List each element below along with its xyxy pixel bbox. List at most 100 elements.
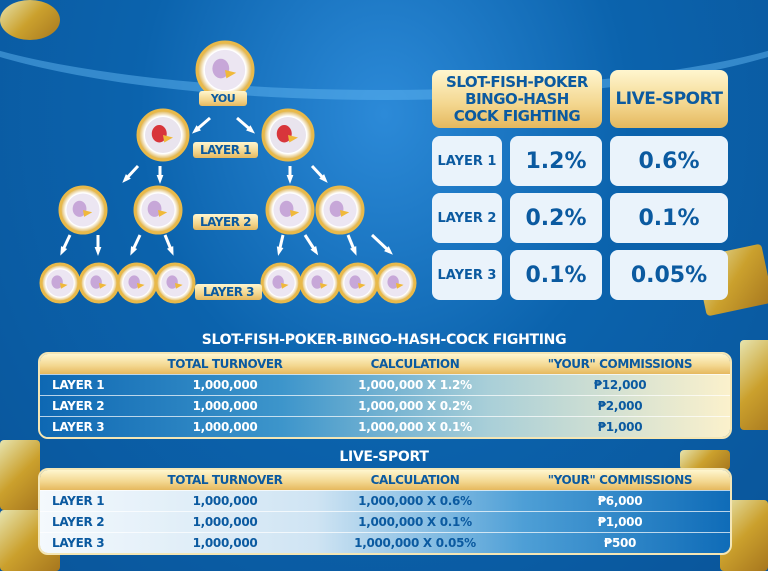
gold-coin-decoration bbox=[0, 0, 60, 40]
table-row: LAYER 2 1,000,000 1,000,000 X 0.2% ₱2,000 bbox=[40, 395, 730, 416]
cell-calculation: 1,000,000 X 0.1% bbox=[358, 420, 472, 434]
avatar-layer3-beak bbox=[175, 283, 183, 289]
rate-sport-value: 0.05% bbox=[610, 250, 728, 300]
cell-calculation: 1,000,000 X 1.2% bbox=[358, 378, 472, 392]
cell-layer: LAYER 1 bbox=[52, 378, 105, 392]
arrow-icon bbox=[286, 175, 294, 184]
table2-title: LIVE-SPORT bbox=[339, 449, 429, 465]
avatar-layer3-head bbox=[311, 275, 323, 289]
avatar-layer3-beak bbox=[60, 283, 68, 289]
layer-2-label: LAYER 2 bbox=[193, 214, 258, 230]
table-row: LAYER 2 1,000,000 1,000,000 X 0.1% ₱1,000 bbox=[40, 511, 730, 532]
cell-layer: LAYER 2 bbox=[52, 515, 105, 529]
table-row: LAYER 1 1,000,000 1,000,000 X 1.2% ₱12,000 bbox=[40, 374, 730, 395]
header-turnover: TOTAL TURNOVER bbox=[167, 473, 283, 487]
arrow-icon bbox=[156, 175, 164, 184]
avatar-layer1-head bbox=[276, 125, 292, 143]
cell-turnover: 1,000,000 bbox=[192, 378, 258, 392]
arrow-icon bbox=[166, 246, 174, 256]
arrow-icon bbox=[276, 246, 284, 256]
cell-turnover: 1,000,000 bbox=[192, 494, 258, 508]
avatar-layer2-beak bbox=[158, 210, 168, 217]
gold-coins-decoration bbox=[680, 450, 730, 470]
table-header: TOTAL TURNOVER CALCULATION "YOUR" COMMIS… bbox=[40, 354, 730, 374]
rate-layer-label: LAYER 3 bbox=[432, 250, 502, 300]
avatar-layer3-beak bbox=[396, 283, 404, 289]
you-label: YOU bbox=[199, 91, 247, 106]
cell-calculation: 1,000,000 X 0.6% bbox=[358, 494, 472, 508]
avatar-layer3-head bbox=[166, 275, 178, 289]
rate-sport-value: 0.1% bbox=[610, 193, 728, 243]
header-calculation: CALCULATION bbox=[370, 473, 460, 487]
arrow-icon bbox=[310, 246, 319, 256]
avatar-you-head bbox=[212, 58, 230, 79]
rate-header-slot: SLOT-FISH-POKER BINGO-HASH COCK FIGHTING bbox=[432, 70, 602, 128]
avatar-layer1-beak bbox=[163, 135, 173, 143]
commission-table-sport: TOTAL TURNOVER CALCULATION "YOUR" COMMIS… bbox=[38, 468, 732, 555]
table1-title: SLOT-FISH-POKER-BINGO-HASH-COCK FIGHTING bbox=[201, 332, 567, 348]
avatar-layer2-beak bbox=[340, 210, 350, 217]
avatar-layer3-beak bbox=[137, 283, 145, 289]
header-commissions: "YOUR" COMMISSIONS bbox=[547, 473, 693, 487]
commission-table-slot: TOTAL TURNOVER CALCULATION "YOUR" COMMIS… bbox=[38, 352, 732, 439]
arrow-icon bbox=[246, 125, 256, 134]
background-arc bbox=[0, 0, 768, 100]
gold-coins-decoration bbox=[0, 440, 40, 510]
avatar-layer2-head bbox=[329, 200, 344, 217]
cell-layer: LAYER 2 bbox=[52, 399, 105, 413]
arrow-icon bbox=[122, 174, 131, 183]
cell-layer: LAYER 3 bbox=[52, 536, 105, 550]
rate-sport-value: 0.6% bbox=[610, 136, 728, 186]
cell-commission: ₱6,000 bbox=[597, 494, 643, 508]
avatar-layer3-head bbox=[90, 275, 102, 289]
header-layer bbox=[40, 354, 130, 374]
avatar-layer2-head bbox=[72, 200, 87, 217]
avatar-layer3-beak bbox=[358, 283, 366, 289]
cell-commission: ₱2,000 bbox=[597, 399, 643, 413]
avatar-layer2-beak bbox=[290, 210, 300, 217]
cell-commission: ₱1,000 bbox=[597, 515, 643, 529]
table-row: LAYER 1 1,000,000 1,000,000 X 0.6% ₱6,000 bbox=[40, 490, 730, 511]
cell-commission: ₱12,000 bbox=[593, 378, 647, 392]
avatar-you-beak bbox=[225, 70, 237, 79]
rate-slot-value: 1.2% bbox=[510, 136, 602, 186]
arrow-icon bbox=[94, 247, 102, 256]
arrow-icon bbox=[60, 246, 68, 256]
arrow-icon bbox=[384, 246, 393, 255]
gold-box-decoration bbox=[740, 340, 768, 430]
header-calculation: CALCULATION bbox=[370, 357, 460, 371]
arrow-icon bbox=[191, 125, 201, 134]
avatar-layer3-head bbox=[272, 275, 284, 289]
cell-calculation: 1,000,000 X 0.2% bbox=[358, 399, 472, 413]
cell-layer: LAYER 1 bbox=[52, 494, 105, 508]
avatar-layer2-head bbox=[279, 200, 294, 217]
rate-slot-value: 0.2% bbox=[510, 193, 602, 243]
avatar-layer2-beak bbox=[83, 210, 93, 217]
cell-commission: ₱500 bbox=[603, 536, 637, 550]
rate-header-sport: LIVE-SPORT bbox=[610, 70, 728, 128]
avatar-layer3-head bbox=[349, 275, 361, 289]
avatar-layer2-head bbox=[147, 200, 162, 217]
referral-tree bbox=[39, 40, 417, 304]
arrow-icon bbox=[319, 174, 328, 183]
arrow-icon bbox=[349, 246, 357, 256]
cell-layer: LAYER 3 bbox=[52, 420, 105, 434]
avatar-layer3-head bbox=[51, 275, 63, 289]
cell-commission: ₱1,000 bbox=[597, 420, 643, 434]
cell-calculation: 1,000,000 X 0.05% bbox=[354, 536, 476, 550]
table-row: LAYER 3 1,000,000 1,000,000 X 0.1% ₱1,000 bbox=[40, 416, 730, 437]
rate-layer-label: LAYER 1 bbox=[432, 136, 502, 186]
avatar-layer3-head bbox=[128, 275, 140, 289]
cell-turnover: 1,000,000 bbox=[192, 515, 258, 529]
cell-turnover: 1,000,000 bbox=[192, 420, 258, 434]
header-layer bbox=[40, 470, 130, 490]
avatar-layer1-beak bbox=[288, 135, 298, 143]
header-commissions: "YOUR" COMMISSIONS bbox=[547, 357, 693, 371]
arrow-icon bbox=[130, 246, 138, 256]
avatar-layer3-beak bbox=[99, 283, 107, 289]
rate-slot-value: 0.1% bbox=[510, 250, 602, 300]
avatar-layer3-head bbox=[387, 275, 399, 289]
layer-1-label: LAYER 1 bbox=[193, 142, 258, 158]
avatar-layer3-beak bbox=[281, 283, 289, 289]
avatar-layer3-beak bbox=[320, 283, 328, 289]
